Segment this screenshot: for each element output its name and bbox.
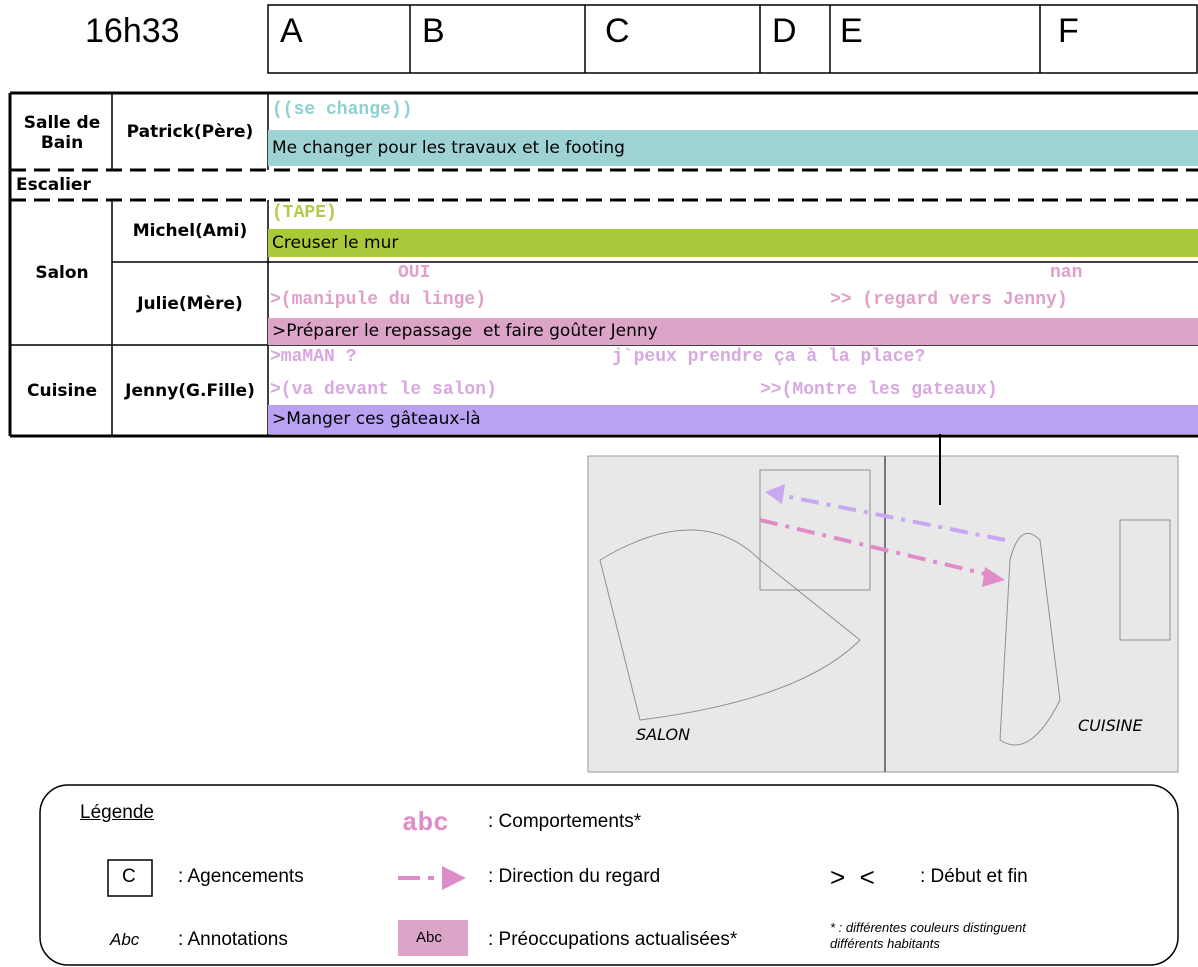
concern: >Manger ces gâteaux-là (268, 405, 1198, 434)
behavior: OUI (398, 263, 431, 283)
concern: Me changer pour les travaux et le footin… (268, 130, 1198, 166)
legend-symbol: Abc (110, 930, 140, 949)
column-label: E (840, 12, 863, 50)
legend-text: : Annotations (178, 929, 288, 950)
concern: >Préparer le repassage et faire goûter J… (268, 318, 1198, 345)
legend-note: * : différentes couleurs distinguent dif… (830, 920, 1026, 951)
place: Salle de Bain (23, 112, 101, 153)
person: Patrick(Père) (126, 121, 254, 142)
column-label: A (280, 12, 303, 50)
column-label: D (772, 12, 797, 50)
behavior: >(va devant le salon) (270, 380, 497, 400)
place: Cuisine (27, 380, 97, 401)
behavior: ((se change)) (272, 100, 413, 120)
person: Julie(Mère) (137, 293, 243, 314)
behavior: nan (1050, 263, 1083, 283)
legend-text: : Préoccupations actualisées* (488, 929, 738, 950)
legend-symbol: Abc (416, 929, 442, 946)
behavior: j`peux prendre ça à la place? (612, 347, 926, 367)
column-label: B (422, 12, 445, 50)
photo-label: CUISINE (1078, 716, 1143, 735)
column-label: C (605, 12, 630, 50)
behavior: (TAPE) (272, 203, 337, 223)
place: Escalier (16, 175, 91, 195)
behavior: >maMAN ? (270, 347, 357, 367)
legend-symbol: C (122, 866, 136, 887)
legend-text: : Début et fin (920, 866, 1028, 887)
behavior: >(manipule du linge) (270, 290, 487, 310)
legend-text: : Direction du regard (488, 866, 661, 887)
place: Salon (35, 262, 89, 283)
column-label: F (1058, 12, 1079, 50)
legend-symbol: > < (830, 862, 875, 892)
legend-symbol: abc (402, 808, 449, 838)
person: Michel(Ami) (132, 221, 248, 241)
legend-title: Légende (80, 802, 154, 823)
person: Jenny(G.Fille) (125, 380, 255, 401)
time: 16h33 (85, 12, 180, 50)
legend-text: : Agencements (178, 866, 304, 887)
concern: Creuser le mur (268, 229, 1198, 257)
behavior: >> (regard vers Jenny) (830, 290, 1068, 310)
photo-label: SALON (636, 725, 691, 744)
legend-text: : Comportements* (488, 811, 642, 832)
behavior: >>(Montre les gateaux) (760, 380, 998, 400)
